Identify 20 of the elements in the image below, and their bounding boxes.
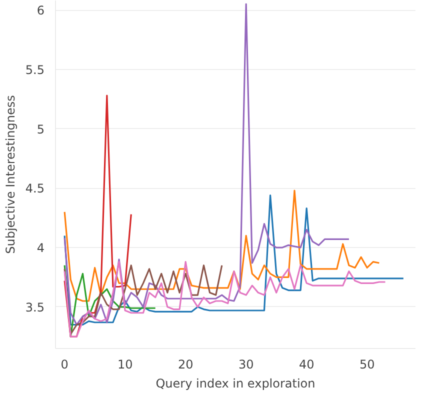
- line-series: [64, 94, 132, 338]
- y-tick-label: 6: [36, 4, 45, 18]
- line-series: [64, 190, 380, 302]
- y-tick-label: 4.5: [25, 182, 45, 196]
- x-tick-label: 50: [359, 358, 375, 372]
- x-tick-label: 20: [178, 358, 194, 372]
- x-axis-title: Query index in exploration: [156, 376, 316, 390]
- x-tick-label: 30: [238, 358, 254, 372]
- y-tick-label: 4: [36, 241, 45, 256]
- line-series: [64, 194, 404, 326]
- x-tick-label: 40: [298, 358, 314, 372]
- y-axis-title: Subjective Interestingness: [3, 95, 18, 254]
- line-series: [64, 3, 350, 326]
- x-tick-label: 10: [117, 358, 133, 372]
- y-tick-label: 5.5: [25, 62, 45, 77]
- x-tick-label: 0: [60, 358, 68, 372]
- y-tick-label: 3.5: [25, 300, 45, 314]
- line-series: [64, 260, 386, 338]
- y-tick-label: 5: [36, 122, 45, 136]
- line-series: [64, 264, 223, 336]
